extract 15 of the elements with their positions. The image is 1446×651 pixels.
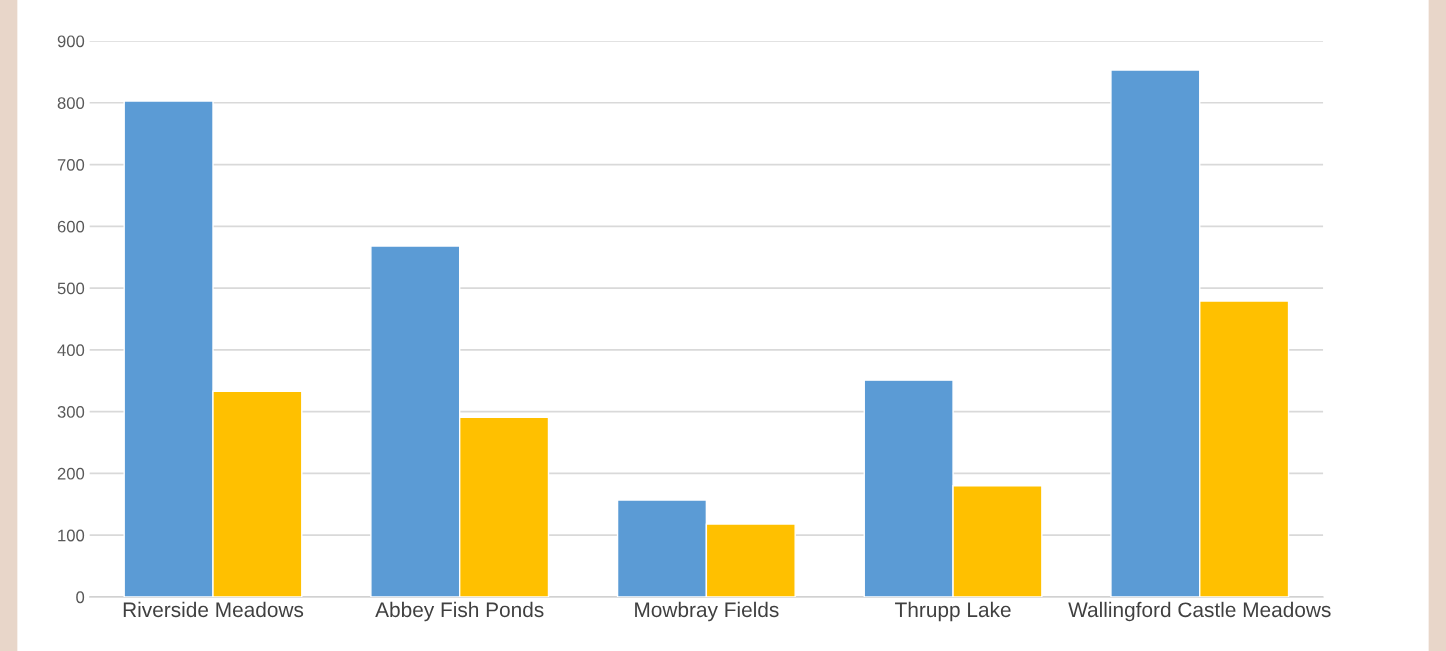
y-tick-label: 300 bbox=[57, 406, 85, 418]
y-tick-label: 100 bbox=[58, 529, 85, 542]
y-tick-label: 0 bbox=[76, 591, 85, 604]
y-tick-label: 700 bbox=[57, 158, 85, 171]
y-tick-label: 400 bbox=[57, 344, 85, 357]
y-tick-label: 500 bbox=[57, 282, 85, 295]
x-tick-label: Wallingford Castle Meadows bbox=[1068, 601, 1331, 622]
x-tick-label: Riverside Meadows bbox=[123, 601, 304, 618]
x-tick-label: Thrupp Lake bbox=[895, 601, 1011, 622]
x-tick-label: Mowbray Fields bbox=[635, 601, 779, 622]
y-tick-label: 800 bbox=[57, 97, 85, 109]
y-tick-label: 600 bbox=[57, 220, 85, 233]
y-tick-label: 900 bbox=[57, 35, 85, 48]
x-tick-label: Abbey Fish Ponds bbox=[375, 601, 544, 622]
y-tick-label: 200 bbox=[57, 467, 85, 480]
